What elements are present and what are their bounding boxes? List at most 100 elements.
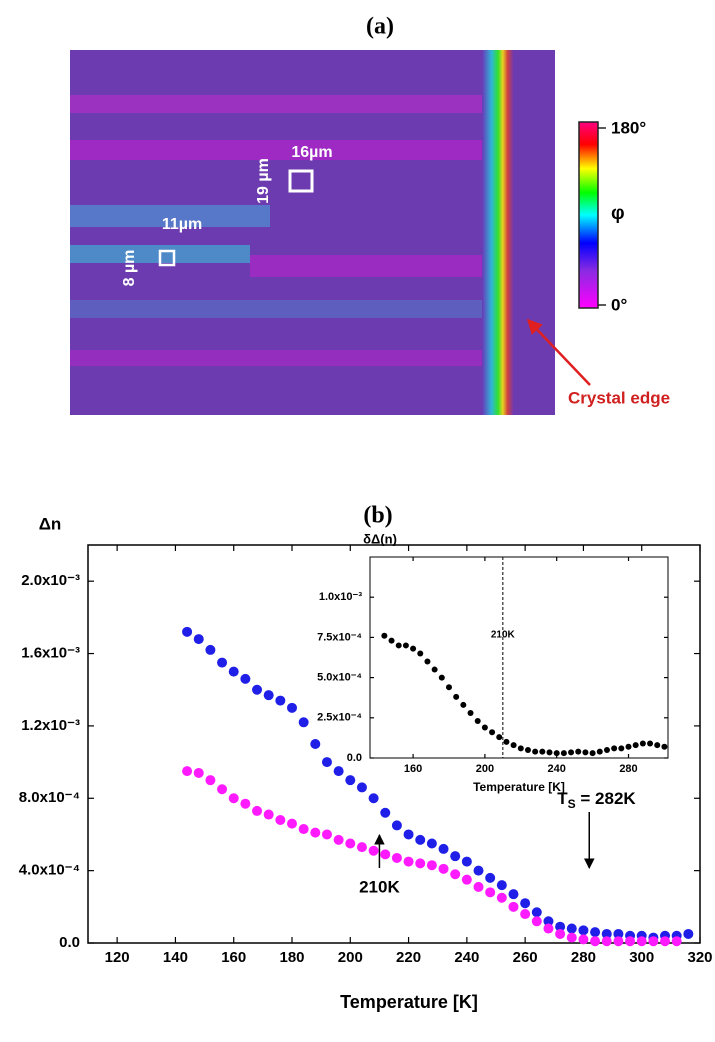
y-tick-label: 4.0x10⁻⁴ — [19, 862, 80, 879]
point — [531, 907, 542, 918]
point — [417, 650, 424, 657]
x-tick-label: 160 — [404, 763, 422, 775]
x-tick-label: 240 — [454, 949, 479, 966]
annotation-text: = 282K — [576, 789, 637, 808]
y-tick-label: 1.6x10⁻³ — [21, 645, 80, 662]
point — [380, 807, 391, 818]
point — [321, 757, 332, 768]
series-group — [182, 626, 694, 947]
point — [590, 927, 601, 938]
point — [543, 923, 554, 934]
point — [625, 743, 632, 750]
y-axis-label: Δn — [39, 514, 62, 533]
point — [263, 809, 274, 820]
x-tick-label: 200 — [476, 763, 494, 775]
point — [546, 749, 553, 756]
point — [589, 750, 596, 757]
point — [182, 766, 193, 777]
point — [410, 645, 417, 652]
annotation-subscript: S — [568, 797, 576, 811]
point — [496, 892, 507, 903]
y-tick-label: 0.0 — [59, 934, 80, 951]
point — [438, 843, 449, 854]
point — [566, 923, 577, 934]
point — [298, 824, 309, 835]
chart-title: (b) — [363, 503, 392, 529]
point — [560, 750, 567, 757]
y-tick-label: 7.5x10⁻⁴ — [317, 631, 362, 643]
point — [639, 740, 646, 747]
colorbar-label: 180° — [611, 118, 646, 137]
point — [263, 690, 274, 701]
point — [287, 702, 297, 713]
x-axis-label: Temperature [K] — [340, 992, 478, 1012]
point — [240, 798, 251, 809]
point — [618, 745, 625, 752]
y-tick-label: 2.5x10⁻⁴ — [317, 712, 362, 724]
point — [496, 734, 503, 741]
point — [426, 838, 437, 849]
point — [395, 642, 402, 649]
point — [193, 767, 204, 778]
point — [531, 916, 542, 927]
point — [205, 644, 216, 655]
x-tick-label: 140 — [163, 949, 188, 966]
y-tick-label: 1.2x10⁻³ — [21, 717, 80, 734]
point — [582, 749, 589, 756]
point — [566, 932, 577, 943]
point — [205, 775, 216, 786]
point — [345, 838, 356, 849]
point — [503, 738, 510, 745]
scale-label: 8 µm — [121, 250, 138, 287]
x-tick-label: 120 — [105, 949, 130, 966]
point — [578, 925, 589, 936]
point — [450, 851, 461, 862]
x-tick-label: 320 — [687, 949, 712, 966]
point — [524, 746, 531, 753]
x-tick-label: 300 — [629, 949, 654, 966]
point — [485, 872, 496, 883]
point — [636, 936, 647, 947]
point — [625, 936, 636, 947]
point — [450, 869, 461, 880]
point — [431, 666, 438, 673]
point — [460, 701, 467, 708]
point — [520, 898, 531, 909]
point — [601, 936, 612, 947]
point — [517, 745, 524, 752]
point — [217, 657, 228, 668]
point — [415, 858, 426, 869]
point — [496, 880, 507, 891]
point — [474, 718, 481, 725]
y-tick-label: 1.0x10⁻³ — [319, 591, 362, 603]
point — [356, 842, 367, 853]
point — [543, 916, 554, 927]
point — [532, 748, 539, 755]
point — [654, 742, 661, 749]
point — [590, 936, 601, 947]
point — [508, 889, 519, 900]
point — [553, 750, 560, 757]
point — [438, 674, 445, 681]
point — [252, 805, 263, 816]
point — [683, 928, 694, 939]
y-tick-label: 8.0x10⁻⁴ — [19, 789, 80, 806]
point — [403, 856, 414, 867]
point — [601, 928, 612, 939]
point — [368, 845, 379, 856]
point — [596, 748, 603, 755]
point — [424, 658, 431, 665]
point — [613, 928, 624, 939]
point — [380, 849, 391, 860]
point — [388, 637, 395, 644]
point — [485, 887, 496, 898]
y-tick-label: 2.0x10⁻³ — [21, 572, 80, 589]
x-tick-label: 180 — [279, 949, 304, 966]
point — [403, 829, 414, 840]
y-tick-label: 0.0 — [347, 752, 362, 764]
scale-label: 19 µm — [255, 158, 272, 204]
point — [391, 852, 402, 863]
point — [568, 749, 575, 756]
point — [660, 936, 671, 947]
